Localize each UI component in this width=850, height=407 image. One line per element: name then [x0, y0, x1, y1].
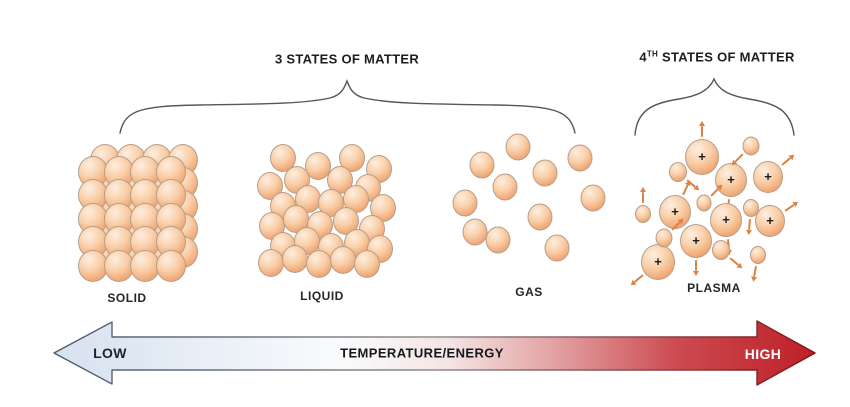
plasma-electron: [635, 205, 651, 223]
gas-particle: [527, 203, 553, 231]
plasma-electron: [696, 194, 712, 212]
motion-arrow-icon: [695, 260, 697, 271]
axis-high-label: HIGH: [744, 346, 782, 362]
gas-particle: [532, 159, 558, 187]
axis-low-label: LOW: [93, 345, 127, 361]
solid-label: SOLID: [107, 291, 147, 305]
plasma-ion: +: [659, 195, 691, 229]
plus-sign: +: [766, 212, 774, 228]
plus-sign: +: [698, 148, 706, 164]
plasma-label: PLASMA: [687, 281, 741, 295]
plasma-ion: +: [641, 244, 675, 280]
axis-temperature-energy-label: TEMPERATURE/ENERGY: [340, 345, 504, 361]
plus-sign: +: [692, 232, 700, 248]
liquid-particle: [330, 246, 356, 274]
plasma-ion: +: [715, 163, 747, 197]
plus-sign: +: [722, 211, 730, 227]
solid-particle: [78, 250, 108, 282]
gas-particle: [462, 218, 488, 246]
plasma-electron: [750, 246, 766, 264]
solid-particle: [156, 250, 186, 282]
plasma-ion: +: [710, 203, 742, 237]
fourth-state-title-prefix: 4: [639, 49, 647, 65]
fourth-state-title: 4TH STATES OF MATTER: [639, 49, 794, 64]
plus-sign: +: [727, 171, 735, 187]
plasma-ion: +: [755, 205, 785, 237]
plasma-electron: [742, 136, 760, 156]
gas-particle: [452, 189, 478, 217]
plasma-ion: +: [753, 161, 783, 193]
gas-particle: [492, 173, 518, 201]
plasma-ion: +: [685, 139, 719, 175]
three-states-title: 3 STATES OF MATTER: [274, 51, 420, 67]
plasma-electron: [712, 240, 730, 260]
gas-particle: [567, 144, 593, 172]
gas-label: GAS: [515, 285, 543, 299]
plasma-electron: [655, 228, 673, 248]
liquid-particle: [258, 249, 284, 277]
fourth-state-brace: [634, 77, 795, 136]
plus-sign: +: [671, 203, 679, 219]
liquid-particle: [367, 235, 393, 263]
motion-arrow-icon: [642, 192, 644, 203]
liquid-particle: [282, 245, 308, 273]
plasma-ion: +: [680, 224, 712, 258]
fourth-state-title-sup: TH: [646, 49, 659, 59]
plus-sign: +: [764, 168, 772, 184]
plasma-electron: [669, 162, 687, 182]
liquid-particle: [306, 250, 332, 278]
temperature-axis-arrow: [53, 320, 816, 386]
fourth-state-title-rest: STATES OF MATTER: [658, 49, 795, 65]
gas-particle: [505, 133, 531, 161]
gas-particle: [544, 234, 570, 262]
motion-arrow-icon: [701, 126, 703, 137]
liquid-label: LIQUID: [300, 289, 344, 303]
plus-sign: +: [654, 253, 662, 269]
gas-particle: [580, 184, 606, 212]
gas-particle: [485, 226, 511, 254]
plasma-electron: [743, 199, 759, 217]
liquid-particle: [354, 250, 380, 278]
three-states-brace: [119, 79, 576, 134]
gas-particle: [469, 151, 495, 179]
